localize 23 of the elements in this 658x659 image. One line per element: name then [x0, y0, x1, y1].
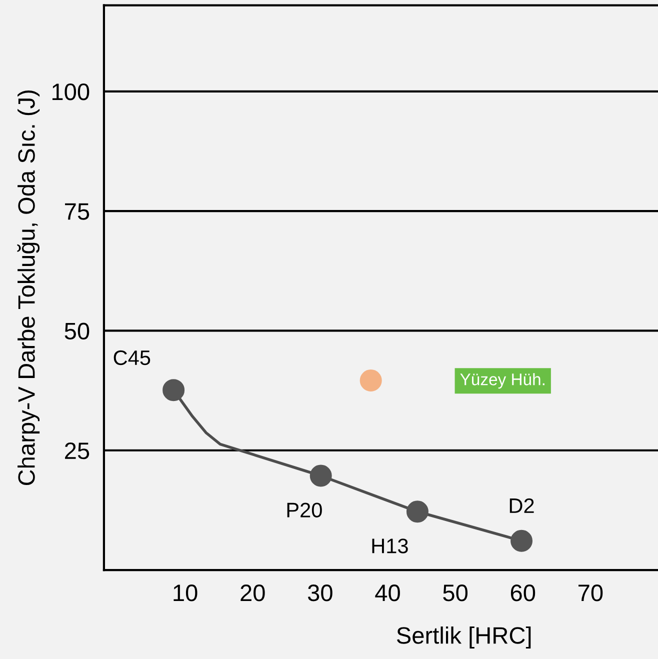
annotation: P20 [287, 502, 322, 518]
point [406, 500, 428, 523]
x-tick-label: 70 [578, 584, 603, 602]
y-axis-title: Charpy-V Darbe Tokluğu, Oda Sıc. (J) [17, 90, 40, 486]
x-axis-title: Sertlik [HRC] [396, 626, 531, 649]
y-tick-label: 100 [52, 83, 90, 100]
annotation: D2 [510, 498, 534, 513]
y-tick-label: 75 [65, 203, 90, 220]
annotation: C45 [114, 350, 150, 366]
y-tick-label: 50 [64, 322, 90, 340]
x-tick-label: 40 [375, 584, 400, 602]
y-tick-label: 25 [65, 442, 90, 460]
x-tick-label: 10 [174, 584, 198, 602]
x-tick-label: 50 [443, 584, 468, 602]
x-tick-label: 60 [510, 584, 536, 602]
point [310, 464, 332, 487]
point [360, 370, 382, 392]
x-tick-label: 20 [240, 584, 265, 602]
x-tick-label: 30 [308, 584, 332, 602]
annotation: H13 [372, 538, 408, 554]
point [162, 379, 185, 402]
annotation: Yüzey Hüh. [460, 373, 544, 389]
point [510, 530, 533, 552]
